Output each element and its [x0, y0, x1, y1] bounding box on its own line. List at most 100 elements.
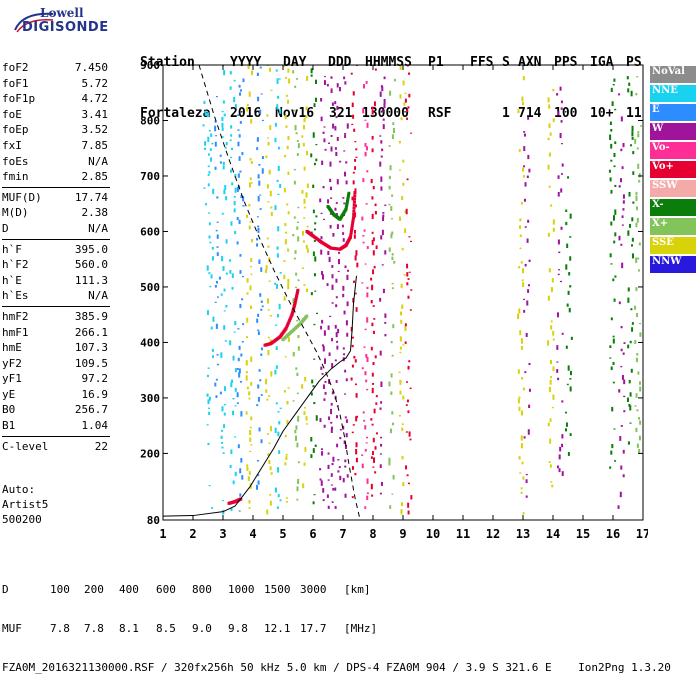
echo-mark	[406, 272, 409, 277]
polarization-legend: NoVal NNE E W Vo- Vo+ SSW X- X+ SSE NNW	[650, 66, 696, 275]
echo-mark	[234, 471, 237, 477]
echo-mark	[614, 141, 617, 145]
echo-mark	[522, 512, 525, 515]
echo-mark	[351, 364, 354, 368]
echo-mark	[301, 190, 304, 194]
echo-mark	[410, 289, 413, 291]
echo-mark	[297, 335, 300, 339]
y-tick-label: 400	[140, 336, 160, 349]
header-value-9: 10+	[590, 106, 614, 121]
echo-mark	[231, 286, 234, 290]
echo-mark	[208, 129, 211, 132]
echo-mark	[344, 81, 347, 85]
echo-mark	[352, 424, 355, 426]
echo-mark	[313, 273, 316, 277]
echo-mark	[246, 278, 249, 283]
echo-mark	[237, 141, 240, 147]
echo-mark	[565, 264, 568, 270]
trace-point-o-trace-upper	[352, 212, 356, 216]
echo-mark	[284, 462, 287, 466]
echo-mark	[568, 272, 571, 276]
echo-mark	[560, 188, 563, 193]
echo-mark	[321, 274, 324, 280]
echo-mark	[631, 253, 634, 259]
echo-mark	[550, 359, 553, 365]
echo-mark	[279, 272, 282, 274]
echo-mark	[354, 166, 357, 170]
echo-mark	[527, 289, 530, 293]
header-label-10: IGA	[590, 55, 614, 70]
echo-mark	[637, 131, 640, 134]
echo-mark	[311, 379, 314, 384]
echo-mark	[250, 182, 253, 184]
echo-mark	[321, 451, 324, 456]
echo-mark	[561, 163, 564, 167]
echo-mark	[549, 132, 552, 136]
echo-mark	[567, 452, 570, 456]
x-tick-label: 5	[279, 527, 286, 541]
echo-mark	[327, 199, 330, 204]
echo-mark	[334, 359, 337, 362]
echo-mark	[323, 80, 326, 86]
echo-mark	[617, 505, 620, 509]
echo-mark	[269, 125, 272, 130]
echo-mark	[521, 279, 524, 282]
trace-point-o-trace-lower	[288, 318, 292, 322]
echo-mark	[275, 324, 278, 326]
echo-mark	[232, 355, 235, 361]
echo-mark	[315, 143, 318, 146]
echo-mark	[328, 416, 331, 421]
trace-point-x-trace-upper	[344, 207, 348, 211]
echo-mark	[353, 128, 356, 132]
echo-mark	[547, 137, 550, 141]
echo-mark	[306, 183, 309, 189]
echo-mark	[287, 248, 290, 252]
echo-mark	[609, 466, 612, 469]
param-value: 256.7	[74, 403, 108, 417]
echo-mark	[208, 411, 211, 415]
echo-mark	[335, 296, 338, 299]
echo-mark	[384, 313, 387, 318]
echo-mark	[310, 392, 313, 396]
echo-mark	[265, 155, 268, 159]
echo-mark	[241, 475, 244, 480]
echo-mark	[204, 141, 207, 146]
echo-mark	[407, 106, 410, 109]
echo-mark	[223, 310, 226, 312]
echo-mark	[370, 300, 373, 304]
echo-mark	[364, 143, 367, 147]
echo-mark	[561, 400, 564, 403]
echo-mark	[547, 164, 550, 170]
echo-mark	[398, 371, 401, 373]
echo-mark	[634, 339, 637, 344]
echo-mark	[276, 179, 279, 182]
echo-mark	[635, 191, 638, 196]
echo-mark	[223, 403, 226, 406]
ionogram-plot[interactable]: 1 2 3 4 5 6 7 8 9 10 11 12 13 14 15 16 17802003004005006…	[138, 60, 648, 550]
echo-mark	[313, 239, 316, 242]
echo-mark	[322, 345, 325, 352]
echo-mark	[258, 369, 261, 372]
echo-mark	[257, 474, 260, 477]
echo-mark	[343, 76, 346, 80]
echo-mark	[276, 506, 279, 509]
echo-mark	[237, 173, 240, 178]
echo-mark	[351, 336, 354, 339]
echo-mark	[613, 298, 616, 302]
echo-mark	[335, 116, 338, 119]
echo-mark	[206, 310, 209, 315]
echo-mark	[619, 491, 622, 498]
echo-mark	[523, 298, 526, 301]
echo-mark	[402, 344, 405, 346]
param-name: M(D)	[2, 206, 29, 220]
echo-mark	[372, 437, 375, 443]
echo-mark	[525, 473, 528, 476]
echo-mark	[560, 173, 563, 175]
echo-mark	[310, 437, 313, 442]
echo-mark	[561, 443, 564, 448]
echo-mark	[285, 76, 288, 79]
echo-mark	[331, 501, 334, 503]
echo-mark	[379, 492, 382, 495]
param-name: foF1	[2, 76, 29, 90]
echo-mark	[565, 411, 568, 414]
